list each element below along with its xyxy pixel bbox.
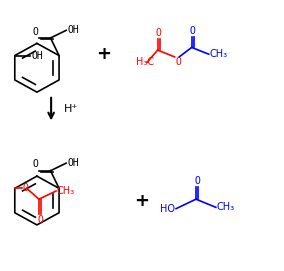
Text: OH: OH <box>67 25 79 35</box>
Text: O: O <box>23 183 29 193</box>
Text: O: O <box>175 57 181 67</box>
Text: CH₃: CH₃ <box>210 49 228 59</box>
Text: H₃C: H₃C <box>136 57 154 67</box>
Text: +: + <box>135 192 149 209</box>
Text: CH₃: CH₃ <box>57 186 75 196</box>
Text: O: O <box>33 159 39 169</box>
Text: OH: OH <box>31 51 43 60</box>
Text: H⁺: H⁺ <box>64 104 78 114</box>
Text: HO: HO <box>160 204 175 214</box>
Text: O: O <box>190 26 196 36</box>
Text: +: + <box>96 45 111 63</box>
Text: O: O <box>194 176 200 186</box>
Text: OH: OH <box>67 158 79 168</box>
Text: O: O <box>33 27 39 37</box>
Text: O: O <box>37 215 43 225</box>
Text: O: O <box>156 28 162 38</box>
Text: CH₃: CH₃ <box>217 202 235 212</box>
